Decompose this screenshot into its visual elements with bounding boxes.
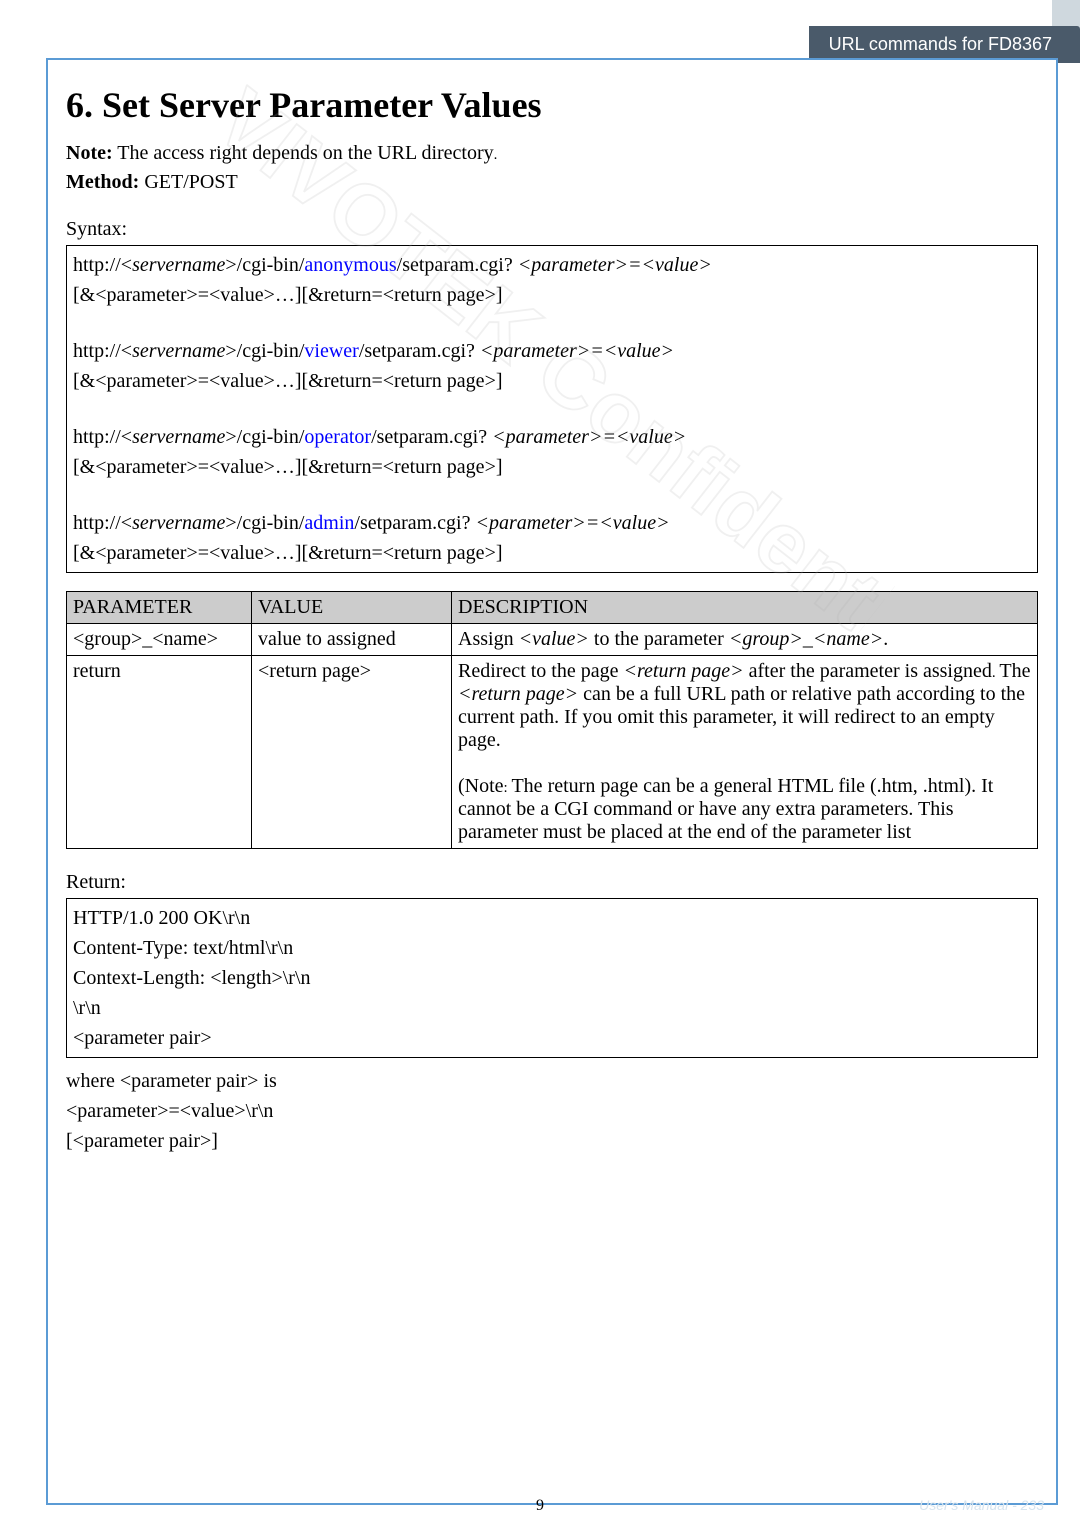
parameter-table: PARAMETER VALUE DESCRIPTION <group>_<nam… bbox=[66, 591, 1038, 849]
syntax-block-3: http://<servername>/cgi-bin/admin/setpar… bbox=[73, 508, 1031, 568]
s2-role: operator bbox=[304, 426, 371, 448]
s3-server: servername bbox=[132, 512, 225, 534]
table-row: <group>_<name> value to assigned Assign … bbox=[67, 624, 1038, 656]
note-period: . bbox=[494, 147, 498, 163]
s3-f: <parameter>=<value> bbox=[475, 512, 669, 534]
syntax-box: http://<servername>/cgi-bin/anonymous/se… bbox=[66, 245, 1038, 573]
note-text: The access right depends on the URL dire… bbox=[113, 142, 494, 164]
s0-p2: [&<parameter>=<value>…][&return=<return … bbox=[73, 284, 503, 306]
s1-a: http://< bbox=[73, 340, 132, 362]
r1c3: Assign <value> to the parameter <group>_… bbox=[452, 624, 1038, 656]
after-return: where <parameter pair> is <parameter>=<v… bbox=[66, 1066, 1038, 1156]
r2d2c: The return page can be a general HTML fi… bbox=[458, 775, 993, 843]
r2d1c: after the parameter is assigned bbox=[744, 660, 992, 682]
s1-e: /setparam.cgi? bbox=[359, 340, 480, 362]
th-parameter: PARAMETER bbox=[67, 592, 252, 624]
s1-p2: [&<parameter>=<value>…][&return=<return … bbox=[73, 370, 503, 392]
r2d1a: Redirect to the page bbox=[458, 660, 624, 682]
page-number: 9 bbox=[536, 1497, 544, 1515]
manual-ref: User's Manual - 233 bbox=[919, 1497, 1044, 1513]
header-title: URL commands for FD8367 bbox=[829, 34, 1052, 54]
s0-e: /setparam.cgi? bbox=[397, 254, 518, 276]
s1-f: <parameter>=<value> bbox=[480, 340, 674, 362]
r1c3g: . bbox=[883, 628, 888, 650]
s0-role: anonymous bbox=[304, 254, 396, 276]
r2d1e: The bbox=[999, 660, 1030, 682]
s2-server: servername bbox=[132, 426, 225, 448]
r2d1f: <return page> bbox=[458, 683, 578, 705]
r1c3c: to the parameter bbox=[589, 628, 729, 650]
method-value: GET/POST bbox=[139, 171, 237, 193]
r1c3d: <group> bbox=[729, 628, 803, 650]
r1c3b: <value> bbox=[519, 628, 589, 650]
return-label: Return: bbox=[66, 871, 1038, 894]
s2-p2: [&<parameter>=<value>…][&return=<return … bbox=[73, 456, 503, 478]
method-label: Method: bbox=[66, 171, 139, 193]
r2c3: Redirect to the page <return page> after… bbox=[452, 656, 1038, 849]
s0-f: <parameter>=<value> bbox=[518, 254, 712, 276]
th-value: VALUE bbox=[252, 592, 452, 624]
return-box: HTTP/1.0 200 OK\r\n Content-Type: text/h… bbox=[66, 898, 1038, 1058]
r1c3e: _ bbox=[803, 628, 813, 650]
s2-a: http://< bbox=[73, 426, 132, 448]
th-description: DESCRIPTION bbox=[452, 592, 1038, 624]
ret-l1: Content-Type: text/html\r\n bbox=[73, 933, 1031, 963]
s0-a: http://< bbox=[73, 254, 132, 276]
note-line: Note: The access right depends on the UR… bbox=[66, 142, 1038, 165]
note-prefix: Note: bbox=[66, 142, 113, 164]
s2-c: >/cgi-bin/ bbox=[225, 426, 304, 448]
section-heading: 6. Set Server Parameter Values bbox=[66, 84, 1038, 126]
header-graphic-corner bbox=[1052, 0, 1080, 28]
s2-e: /setparam.cgi? bbox=[371, 426, 492, 448]
s3-p2: [&<parameter>=<value>…][&return=<return … bbox=[73, 542, 503, 564]
ret-l3: \r\n bbox=[73, 993, 1031, 1023]
table-header-row: PARAMETER VALUE DESCRIPTION bbox=[67, 592, 1038, 624]
aft-1: <parameter>=<value>\r\n bbox=[66, 1096, 1038, 1126]
syntax-block-1: http://<servername>/cgi-bin/viewer/setpa… bbox=[73, 336, 1031, 396]
r1c3f: <name> bbox=[813, 628, 883, 650]
aft-0: where <parameter pair> is bbox=[66, 1066, 1038, 1096]
s1-server: servername bbox=[132, 340, 225, 362]
s3-c: >/cgi-bin/ bbox=[225, 512, 304, 534]
content-area: 6. Set Server Parameter Values Note: The… bbox=[48, 60, 1056, 1174]
s0-c: >/cgi-bin/ bbox=[225, 254, 304, 276]
s3-role: admin bbox=[304, 512, 354, 534]
ret-l2: Context-Length: <length>\r\n bbox=[73, 963, 1031, 993]
syntax-label: Syntax: bbox=[66, 218, 1038, 241]
r2c2: <return page> bbox=[252, 656, 452, 849]
s1-c: >/cgi-bin/ bbox=[225, 340, 304, 362]
ret-l4: <parameter pair> bbox=[73, 1023, 1031, 1053]
r1c3a: Assign bbox=[458, 628, 519, 650]
syntax-block-0: http://<servername>/cgi-bin/anonymous/se… bbox=[73, 250, 1031, 310]
r1c1: <group>_<name> bbox=[67, 624, 252, 656]
r2c1: return bbox=[67, 656, 252, 849]
r2d1b: <return page> bbox=[624, 660, 744, 682]
s0-server: servername bbox=[132, 254, 225, 276]
r1c2: value to assigned bbox=[252, 624, 452, 656]
s3-a: http://< bbox=[73, 512, 132, 534]
method-line: Method: GET/POST bbox=[66, 171, 1038, 194]
s3-e: /setparam.cgi? bbox=[354, 512, 475, 534]
ret-l0: HTTP/1.0 200 OK\r\n bbox=[73, 903, 1031, 933]
aft-2: [<parameter pair>] bbox=[66, 1126, 1038, 1156]
table-row: return <return page> Redirect to the pag… bbox=[67, 656, 1038, 849]
syntax-block-2: http://<servername>/cgi-bin/operator/set… bbox=[73, 422, 1031, 482]
s1-role: viewer bbox=[304, 340, 358, 362]
r2d2a: (Note bbox=[458, 775, 504, 797]
s2-f: <parameter>=<value> bbox=[492, 426, 686, 448]
